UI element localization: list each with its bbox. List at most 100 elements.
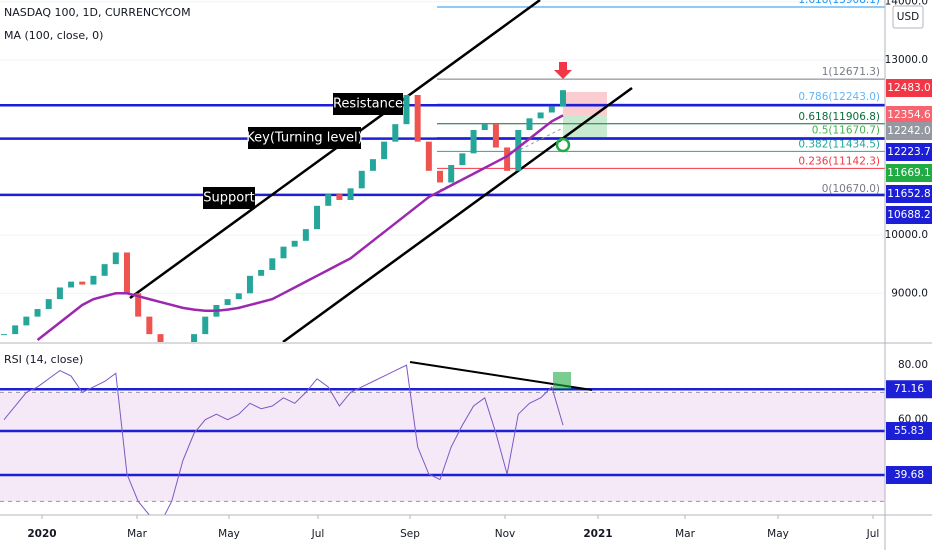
candle (437, 170, 444, 183)
time-label: 2021 (583, 528, 612, 540)
time-label: Jul (311, 528, 325, 540)
price-pane: 1.618(13908.1) 1(12671.3) 0.786(12243.0) 0.… (0, 0, 885, 393)
fib-label: 0.236(11142.3) (798, 155, 880, 167)
rsi-line (3, 364, 564, 515)
price-tick-label: 9000.0 (891, 287, 928, 299)
annotation-label: Key(Turning level) (246, 131, 362, 146)
candle (459, 153, 466, 165)
currency-box[interactable] (892, 5, 924, 29)
candle (448, 164, 455, 183)
candle (358, 170, 365, 189)
time-label: Mar (127, 528, 147, 540)
price-level-label: 11669.1 (887, 167, 930, 179)
candle (325, 194, 332, 206)
target-circle (555, 137, 571, 153)
time-label: Sep (400, 528, 420, 540)
candle (470, 129, 477, 154)
channel-lower (282, 86, 633, 342)
price-level-label: 12223.7 (887, 146, 930, 158)
rsi-level-box (886, 380, 932, 399)
candle (157, 334, 164, 342)
candle (246, 275, 253, 294)
price-level-box (886, 106, 932, 124)
candle (492, 124, 499, 148)
rsi-level-label: 55.83 (894, 425, 924, 437)
price-level-label: 11652.8 (887, 188, 930, 200)
fib-label: 0(10670.0) (822, 183, 880, 195)
fib-label: 0.618(11906.8) (798, 111, 880, 123)
candle (537, 112, 544, 119)
candle (560, 90, 566, 107)
candle (34, 309, 41, 317)
time-label: May (218, 528, 240, 540)
currency-label[interactable]: USD (897, 11, 919, 23)
price-level-label: 12354.6 (887, 109, 931, 121)
candle (202, 316, 209, 335)
candle (269, 258, 276, 270)
price-level-label: 10688.2 (887, 209, 930, 221)
candle (314, 205, 321, 230)
candle (191, 334, 198, 342)
candle (515, 129, 522, 171)
candle (112, 252, 119, 265)
candle (403, 95, 410, 125)
candle (135, 293, 142, 317)
rsi-tick-label: 80.00 (898, 359, 928, 371)
price-level-box (886, 79, 932, 97)
rsi-title: RSI (14, close) (4, 353, 83, 366)
fib-label: 0.382(11434.5) (798, 138, 880, 150)
candle (101, 264, 108, 276)
time-label: Jul (866, 528, 880, 540)
candle (56, 287, 63, 300)
candle (68, 281, 75, 288)
time-label: May (767, 528, 789, 540)
candle (169, 381, 175, 393)
sell-arrow (554, 62, 572, 79)
time-label: Nov (495, 528, 516, 540)
price-level-box (886, 143, 932, 161)
annotation-box (248, 127, 361, 149)
price-level-box (886, 185, 932, 203)
short-profit (563, 115, 607, 138)
rsi-pane (0, 361, 885, 515)
candle (548, 106, 555, 113)
ma-title: MA (100, close, 0) (4, 29, 103, 42)
candle (280, 246, 287, 259)
time-label: Mar (675, 528, 695, 540)
candle (414, 95, 421, 142)
candle (235, 293, 242, 300)
candle (224, 299, 231, 305)
price-level-box (886, 164, 932, 182)
candle (258, 269, 265, 276)
candle (45, 299, 52, 310)
fib-label: 0.786(12243.0) (798, 91, 880, 103)
price-level-box (886, 122, 932, 140)
annotation-label: Support (203, 191, 254, 206)
candle (291, 240, 298, 247)
candle (1, 334, 7, 336)
rsi-level-label: 71.16 (894, 383, 924, 395)
price-tick-label: 14000.0 (885, 0, 928, 8)
candle (392, 124, 399, 142)
rsi-level-box (886, 466, 932, 485)
price-tick-label: 13000.0 (885, 54, 928, 66)
candle (23, 316, 30, 326)
fib-label: 1(12671.3) (822, 66, 880, 78)
rsi-highlight (553, 372, 571, 389)
short-target (563, 92, 607, 115)
annotation-box (203, 187, 255, 209)
symbol-title: NASDAQ 100, 1D, CURRENCYCOM (4, 6, 191, 19)
candle (123, 252, 130, 294)
candle (347, 188, 354, 200)
price-level-label: 12242.0 (887, 125, 930, 137)
time-label: 2020 (27, 528, 56, 540)
price-level-box (886, 206, 932, 224)
ma-line (36, 114, 564, 341)
rsi-band (0, 392, 885, 502)
candle (12, 325, 19, 335)
candle (79, 281, 86, 285)
fib-label: 1.618(13908.1) (798, 0, 880, 6)
